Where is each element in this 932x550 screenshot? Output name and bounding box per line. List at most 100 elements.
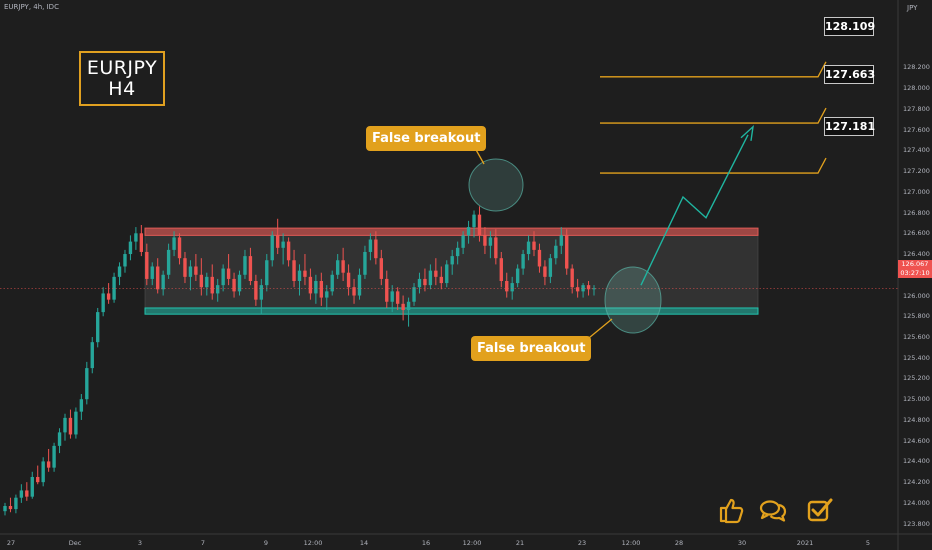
- candle: [226, 254, 231, 286]
- candle: [505, 272, 509, 298]
- target-label-3: 127.181: [824, 117, 875, 136]
- candle: [172, 231, 176, 257]
- candle: [265, 254, 269, 292]
- candle-body: [325, 291, 329, 298]
- candle-body: [68, 417, 73, 435]
- candle-body: [314, 280, 318, 294]
- y-tick-label: 126.800: [903, 208, 930, 217]
- thumbs-up-icon[interactable]: [718, 496, 746, 524]
- pair-label-box: EURJPY H4: [79, 51, 165, 106]
- candle: [352, 278, 356, 304]
- candle-body: [177, 237, 182, 259]
- candle-body: [19, 490, 24, 498]
- candle-body: [232, 278, 236, 292]
- candle: [417, 272, 422, 294]
- candle-body: [139, 233, 144, 252]
- candle: [434, 258, 438, 286]
- candle: [357, 268, 362, 300]
- projection-path: [640, 134, 749, 286]
- x-tick-label: 21: [515, 539, 525, 547]
- candle-body: [85, 368, 89, 400]
- candle: [554, 239, 558, 265]
- candle-body: [297, 270, 302, 281]
- candle-body: [450, 256, 454, 265]
- candle: [526, 235, 531, 261]
- last-price-tag: 126.067: [898, 260, 932, 269]
- candle-body: [548, 258, 553, 277]
- range-zone: [144, 227, 759, 315]
- y-tick-label: 127.800: [903, 104, 930, 113]
- candle: [379, 249, 383, 286]
- candle: [8, 497, 13, 513]
- candle-body: [352, 287, 356, 296]
- candle: [368, 233, 373, 261]
- candle: [330, 270, 334, 296]
- candle-body: [439, 276, 443, 284]
- candle: [423, 268, 427, 292]
- false-breakout-circle-bottom: [604, 266, 662, 334]
- candle: [166, 243, 171, 279]
- y-tick-label: 125.800: [903, 312, 930, 321]
- y-tick-label: 126.400: [903, 250, 930, 259]
- candle-body: [341, 260, 345, 273]
- candle: [90, 336, 94, 374]
- candle: [565, 229, 569, 275]
- candle: [79, 394, 84, 420]
- y-tick-label: 125.400: [903, 353, 930, 362]
- candle-body: [52, 445, 56, 468]
- comments-icon[interactable]: [759, 497, 787, 525]
- candle-body: [166, 249, 171, 275]
- candle-body: [96, 312, 100, 343]
- candle-body: [14, 497, 18, 510]
- candle: [428, 264, 433, 290]
- candle: [74, 407, 78, 439]
- candle: [254, 274, 258, 306]
- target-line: [600, 61, 827, 78]
- candle: [161, 270, 165, 296]
- candle-body: [172, 237, 176, 250]
- candle-body: [134, 233, 138, 242]
- candle-body: [319, 280, 324, 298]
- candle-body: [243, 256, 247, 275]
- candle: [57, 428, 62, 454]
- candle-body: [521, 254, 525, 269]
- checkbox-icon[interactable]: [806, 496, 834, 524]
- candle-body: [74, 411, 78, 435]
- candle-body: [390, 291, 394, 302]
- y-tick-label: 127.000: [903, 187, 930, 196]
- candle-body: [216, 285, 220, 294]
- candle-body: [575, 287, 580, 292]
- candle-body: [379, 258, 383, 279]
- candle-body: [36, 476, 40, 483]
- candle-body: [488, 237, 493, 246]
- candle: [85, 361, 89, 405]
- candle: [488, 231, 493, 259]
- candle: [221, 264, 225, 292]
- candle-body: [483, 235, 487, 246]
- y-tick-label: 124.800: [903, 415, 930, 424]
- x-tick-label: 16: [421, 539, 431, 547]
- candle-body: [254, 280, 258, 300]
- candle: [292, 249, 296, 288]
- candle-body: [308, 276, 313, 294]
- target-line: [600, 157, 827, 174]
- x-tick-label: 30: [737, 539, 747, 547]
- false-breakout-bottom-label: False breakout: [471, 336, 592, 361]
- y-tick-label: 124.400: [903, 457, 930, 466]
- candle-body: [385, 278, 389, 302]
- candle-body: [30, 476, 34, 497]
- candle-body: [537, 249, 542, 267]
- candle-body: [237, 274, 242, 292]
- candle-body: [395, 291, 400, 304]
- y-tick-label: 126.600: [903, 229, 930, 238]
- candle-body: [150, 266, 154, 279]
- candle-body: [532, 241, 536, 250]
- target-label-2: 127.663: [824, 65, 875, 84]
- projection-arrowhead: [740, 124, 754, 141]
- candle-body: [368, 239, 373, 252]
- candle: [483, 227, 487, 255]
- candle: [401, 295, 405, 321]
- candle: [46, 448, 51, 472]
